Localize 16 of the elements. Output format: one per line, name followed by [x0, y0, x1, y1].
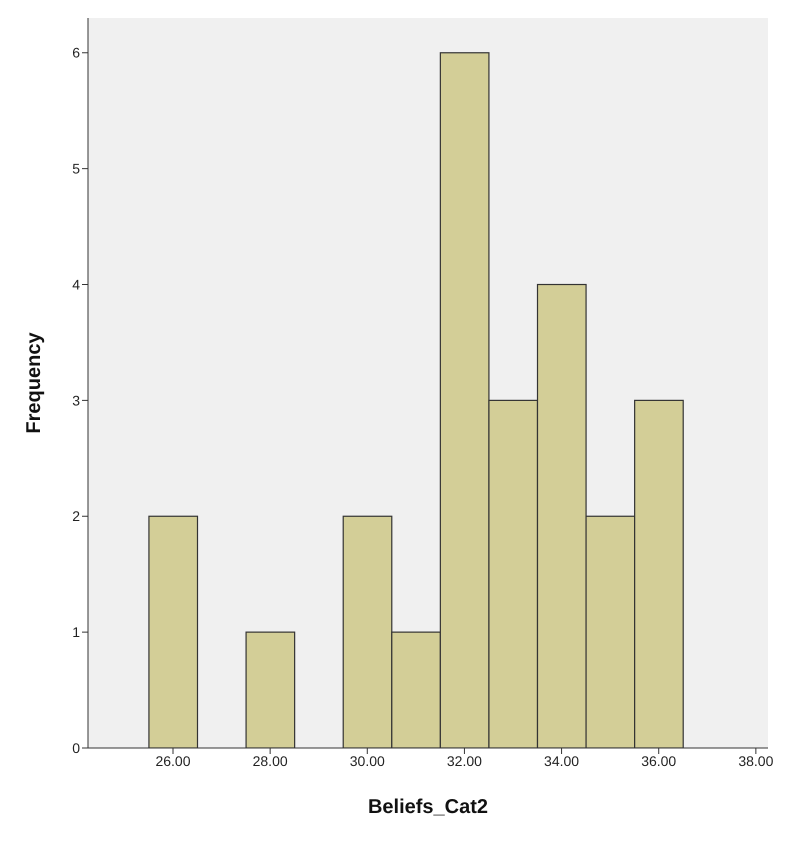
y-tick-label: 5 [72, 160, 80, 177]
x-tick-label: 36.00 [641, 752, 676, 769]
x-tick-label: 38.00 [738, 752, 774, 769]
x-tick-label: 26.00 [155, 752, 191, 769]
x-tick-label: 34.00 [544, 752, 580, 769]
x-tick-label: 30.00 [350, 752, 386, 769]
y-tick-label: 6 [72, 44, 80, 61]
y-tick-label: 0 [72, 740, 80, 756]
x-axis-title: Beliefs_Cat2 [368, 796, 488, 818]
y-tick-label: 2 [72, 508, 80, 524]
y-tick-label: 4 [72, 276, 80, 292]
y-tick-label: 3 [72, 392, 80, 408]
x-tick-label: 28.00 [252, 752, 288, 769]
y-axis-title: Frequency [23, 332, 46, 434]
y-tick-label: 1 [72, 624, 80, 640]
x-tick-label: 32.00 [446, 752, 482, 769]
